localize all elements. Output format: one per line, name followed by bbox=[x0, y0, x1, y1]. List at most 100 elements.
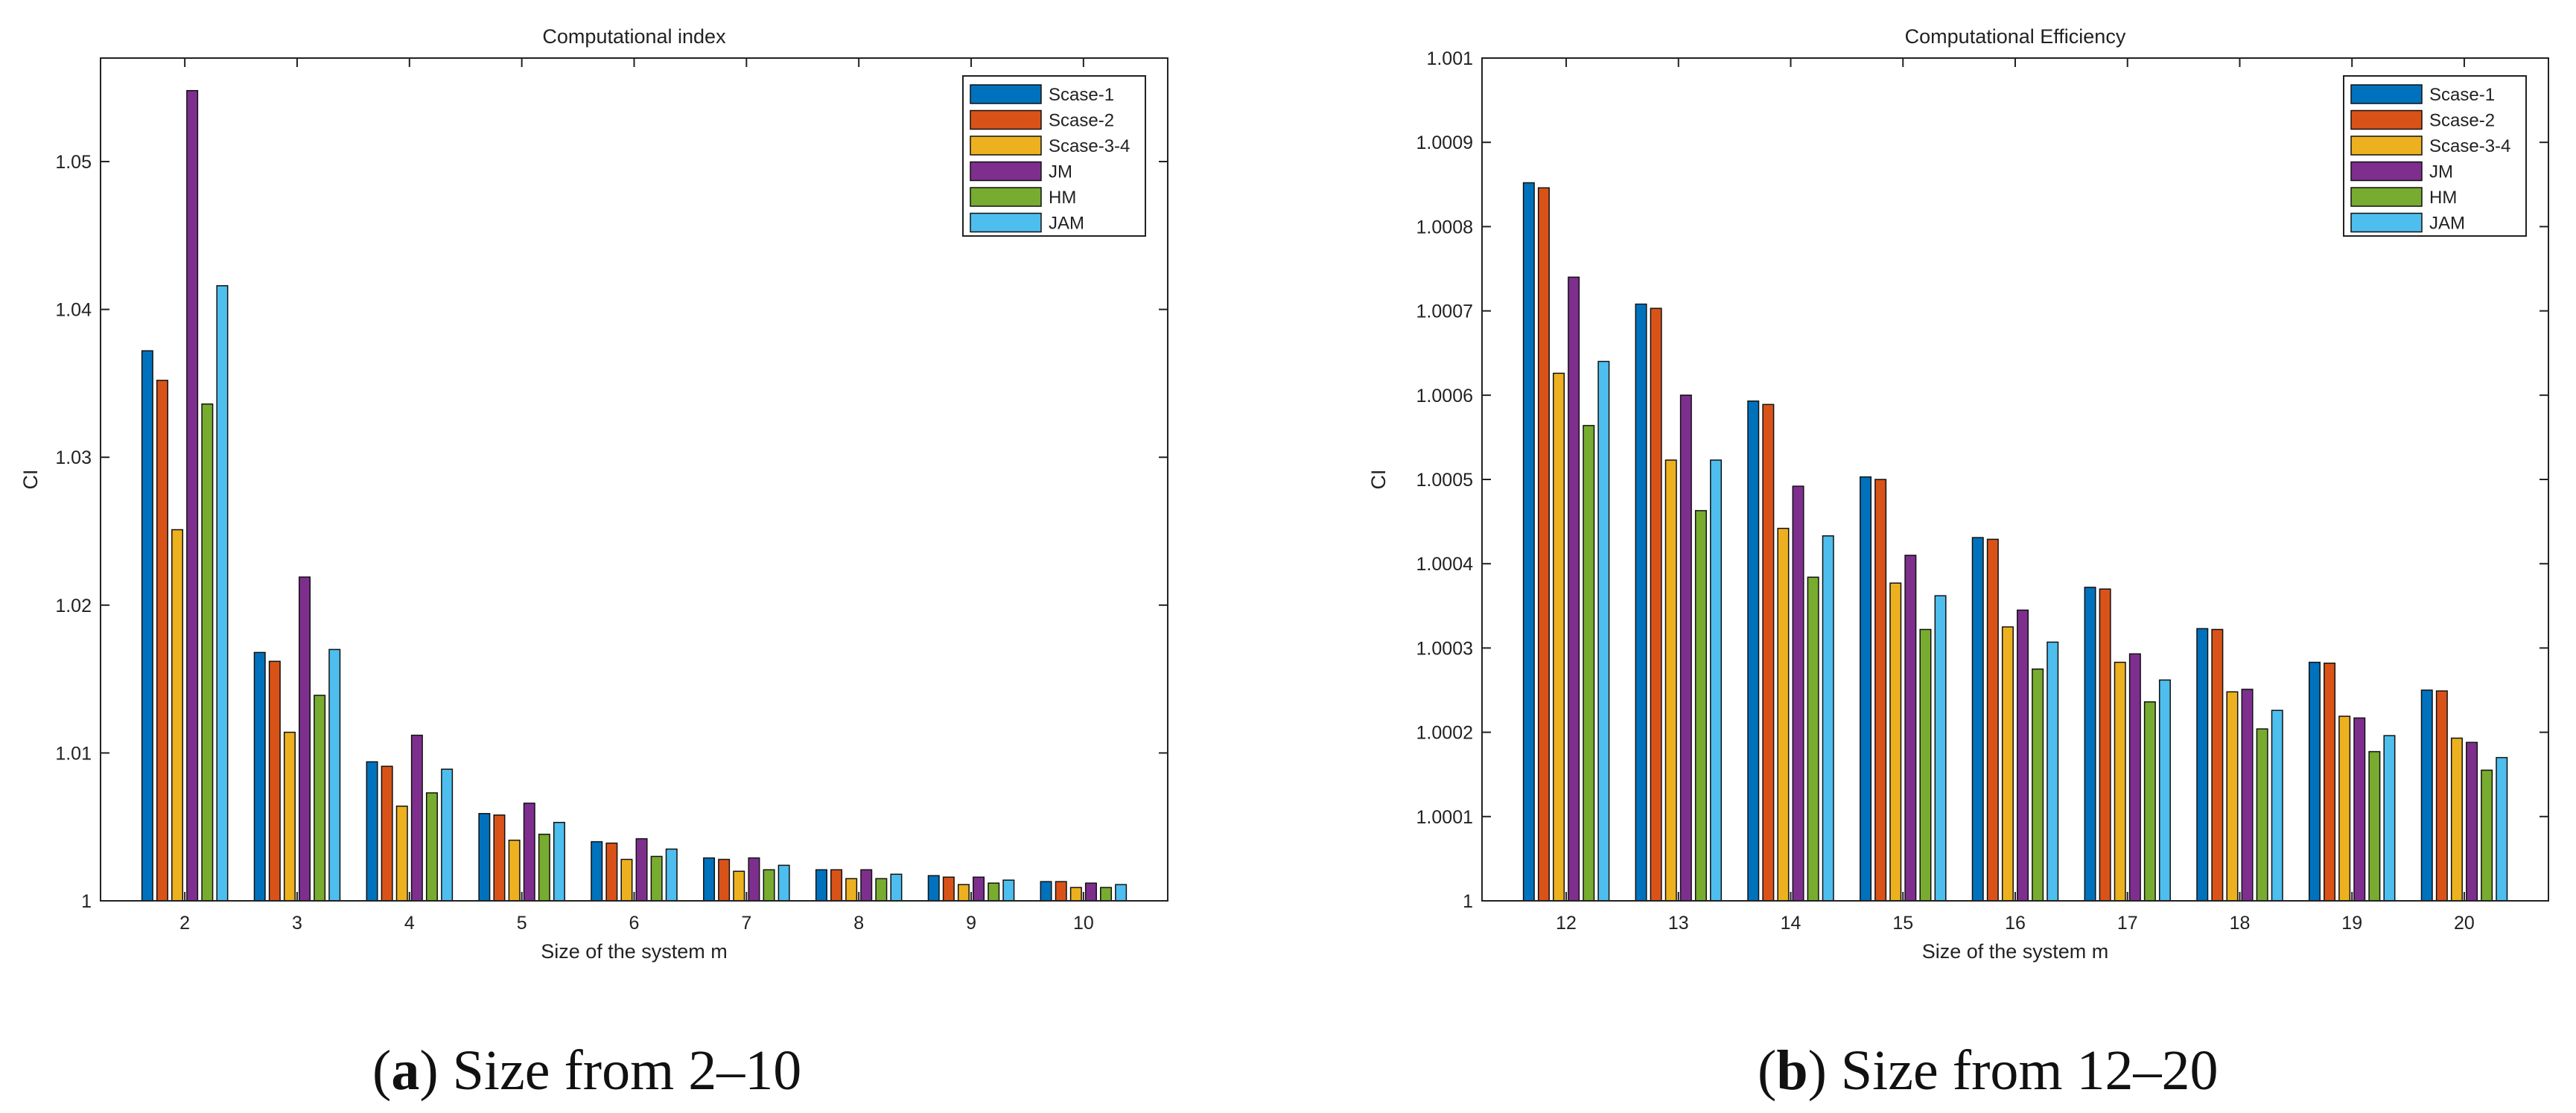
x-tick-label: 10 bbox=[1073, 913, 1094, 934]
bar bbox=[1860, 476, 1872, 902]
bar bbox=[1100, 887, 1113, 902]
legend-label: HM bbox=[1049, 188, 1076, 208]
bar bbox=[2368, 750, 2381, 902]
bar bbox=[973, 876, 985, 902]
bar bbox=[890, 873, 903, 902]
caption-a: (a) Size from 2–10 bbox=[372, 1039, 802, 1102]
bar bbox=[1069, 887, 1082, 902]
bar bbox=[2032, 668, 2044, 902]
bar bbox=[748, 857, 760, 902]
y-tick-label: 1.0005 bbox=[1416, 470, 1473, 491]
legend-label: JM bbox=[2429, 162, 2453, 182]
bar bbox=[2383, 735, 2396, 902]
bar bbox=[2338, 715, 2351, 902]
bar bbox=[860, 869, 873, 902]
bar bbox=[1084, 882, 1097, 902]
x-tick-label: 18 bbox=[2230, 913, 2251, 934]
y-tick-label: 1.001 bbox=[1426, 48, 1473, 69]
bar bbox=[2099, 588, 2111, 902]
bar bbox=[635, 838, 648, 902]
bar bbox=[478, 813, 491, 902]
x-tick-label: 2 bbox=[179, 913, 190, 934]
x-tick-label: 16 bbox=[2005, 913, 2026, 934]
bar bbox=[2271, 709, 2283, 902]
legend-swatch bbox=[970, 84, 1042, 104]
bar bbox=[299, 576, 311, 902]
legend-swatch bbox=[970, 135, 1042, 156]
legend-label: JM bbox=[1049, 162, 1072, 182]
bar bbox=[2435, 690, 2448, 902]
bar bbox=[283, 731, 296, 902]
bar bbox=[2481, 769, 2493, 902]
bar bbox=[314, 695, 326, 902]
y-tick-label: 1.0007 bbox=[1416, 302, 1473, 322]
bar bbox=[650, 855, 663, 902]
bar bbox=[1792, 485, 1804, 902]
y-tick-label: 1.0008 bbox=[1416, 217, 1473, 237]
x-tick-label: 12 bbox=[1556, 913, 1577, 934]
chart-title: Computational Efficiency bbox=[1905, 25, 2126, 48]
bar bbox=[1807, 576, 1819, 902]
chart-a: Computational index 1 1.01 1.02 1.03 1.04 1.05… bbox=[19, 25, 1168, 963]
bar bbox=[942, 876, 955, 902]
bar bbox=[1055, 881, 1067, 902]
bar bbox=[2466, 742, 2478, 902]
bar bbox=[1002, 879, 1015, 902]
legend-swatch bbox=[2350, 135, 2423, 156]
bar bbox=[2241, 689, 2254, 902]
bar bbox=[2114, 661, 2126, 902]
chart-title: Computational index bbox=[542, 25, 726, 48]
x-tick-label: 20 bbox=[2454, 913, 2475, 934]
bar bbox=[2196, 628, 2209, 902]
bar bbox=[1986, 538, 1999, 902]
legend-label: Scase-2 bbox=[1049, 111, 1114, 131]
x-tick-label: 4 bbox=[404, 913, 415, 934]
bar bbox=[2143, 701, 2156, 902]
bar bbox=[253, 651, 266, 902]
bar bbox=[268, 660, 281, 902]
x-tick-label: 14 bbox=[1781, 913, 1801, 934]
bar bbox=[1553, 372, 1565, 902]
bar bbox=[845, 878, 858, 902]
x-tick-label: 9 bbox=[966, 913, 976, 934]
bar bbox=[381, 765, 393, 902]
bar bbox=[988, 882, 1000, 902]
bar bbox=[1710, 459, 1723, 902]
y-tick-label: 1.05 bbox=[55, 152, 92, 173]
bar bbox=[2353, 717, 2366, 902]
y-tick-label: 1.0009 bbox=[1416, 133, 1473, 153]
legend: Scase-1 Scase-2 Scase-3-4 JM HM JAM bbox=[2343, 75, 2527, 237]
bar bbox=[1822, 535, 1834, 902]
bar bbox=[141, 350, 153, 902]
bar bbox=[2084, 587, 2096, 902]
bar bbox=[538, 833, 550, 902]
x-tick-label: 19 bbox=[2341, 913, 2362, 934]
legend-swatch bbox=[2350, 212, 2423, 233]
bar bbox=[1650, 307, 1662, 902]
bar bbox=[763, 869, 775, 902]
bar bbox=[1971, 537, 1984, 902]
legend-label: HM bbox=[2429, 188, 2457, 208]
legend-label: Scase-2 bbox=[2429, 111, 2495, 131]
legend-label: Scase-1 bbox=[2429, 85, 2495, 105]
bar bbox=[2496, 756, 2508, 902]
legend-swatch bbox=[970, 212, 1042, 233]
x-axis-label: Size of the system m bbox=[541, 940, 728, 963]
x-tick-label: 5 bbox=[517, 913, 527, 934]
bar bbox=[1568, 276, 1580, 902]
legend-swatch bbox=[2350, 161, 2423, 182]
bar bbox=[2047, 641, 2059, 902]
bar bbox=[2420, 689, 2433, 902]
caption-a-letter: a bbox=[391, 1039, 420, 1102]
bar bbox=[875, 878, 888, 902]
legend-label: Scase-3-4 bbox=[1049, 136, 1130, 156]
y-tick-label: 1.0004 bbox=[1416, 554, 1474, 575]
bar bbox=[1664, 459, 1677, 902]
caption-a-text: Size from 2–10 bbox=[452, 1039, 802, 1102]
bar bbox=[1679, 395, 1692, 902]
bar bbox=[156, 380, 168, 902]
bar bbox=[957, 884, 970, 902]
bar bbox=[733, 870, 745, 902]
bar bbox=[2308, 661, 2321, 902]
